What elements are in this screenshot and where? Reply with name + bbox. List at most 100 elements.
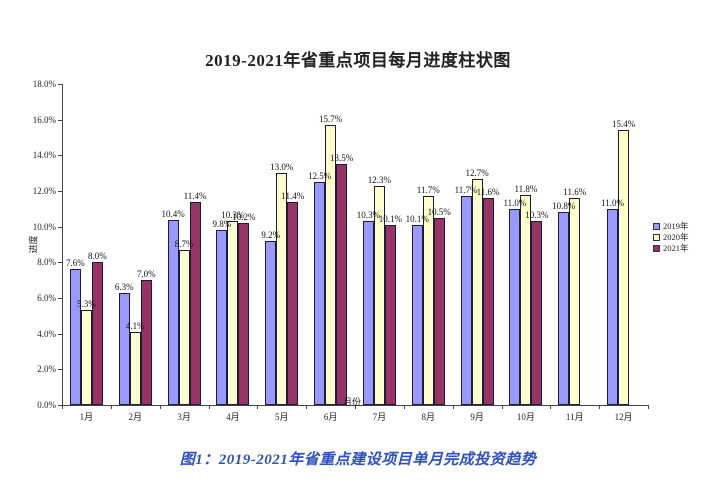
value-label: 10.2%: [232, 212, 256, 223]
value-label: 10.1%: [378, 213, 403, 224]
bar-2020年-10月: [520, 194, 532, 405]
bar-2020年-6月: [325, 125, 337, 405]
figure-caption: 图1：2019-2021年省重点建设项目单月完成投资趋势: [179, 452, 537, 468]
chart-title: 2019-2021年省重点项目每月进度柱状图: [205, 51, 511, 70]
legend-label: 2019年: [663, 221, 689, 231]
value-label: 10.4%: [161, 208, 185, 219]
value-label: 11.8%: [514, 183, 538, 194]
bar-2019年-9月: [460, 196, 472, 405]
bar-2021年-5月: [287, 201, 299, 405]
y-tick-mark: [58, 262, 62, 264]
bar-2020年-7月: [373, 185, 385, 405]
bar-2020年-12月: [618, 130, 630, 405]
value-label: 11.0%: [503, 197, 527, 208]
legend-swatch: [653, 244, 660, 252]
value-label: 13.5%: [329, 153, 354, 164]
value-label: 10.3%: [525, 210, 549, 221]
bar-2021年-6月: [336, 164, 348, 405]
bar-2019年-4月: [216, 230, 228, 405]
x-tick-label: 7月: [372, 412, 387, 422]
value-label: 11.6%: [563, 187, 587, 198]
value-label: 9.2%: [261, 229, 281, 240]
value-label: 11.4%: [183, 190, 207, 201]
x-tick-mark: [62, 406, 63, 409]
x-tick-mark: [110, 406, 112, 409]
value-label: 7.0%: [136, 269, 156, 280]
y-tick-label: 12.0%: [32, 186, 56, 196]
x-tick-mark: [403, 406, 405, 409]
y-tick-mark: [58, 226, 62, 228]
y-tick-mark: [58, 369, 62, 371]
x-tick-label: 8月: [421, 412, 435, 422]
value-label: 9.8%: [212, 219, 232, 230]
bar-2021年-8月: [433, 217, 445, 405]
bar-2021年-9月: [482, 198, 494, 405]
y-tick-label: 8.0%: [37, 257, 56, 268]
bar-2019年-2月: [118, 292, 130, 405]
legend-swatch: [653, 233, 660, 241]
legend-item: 2020年: [653, 232, 689, 242]
value-label: 15.7%: [318, 114, 343, 125]
x-tick-label: 11月: [565, 412, 584, 422]
bar-2019年-6月: [314, 182, 326, 405]
value-label: 11.4%: [281, 190, 305, 201]
legend: 2019年 2020年 2021年: [653, 221, 689, 254]
legend-item: 2021年: [653, 243, 689, 253]
bar-2019年-5月: [265, 240, 277, 405]
bar-2020年-1月: [80, 310, 92, 405]
bar-2020年-3月: [178, 249, 190, 405]
x-tick-mark: [257, 406, 259, 409]
value-label: 12.5%: [307, 171, 332, 182]
x-tick-mark: [159, 406, 161, 409]
value-label: 8.0%: [88, 251, 107, 262]
y-tick-mark: [58, 191, 62, 192]
value-label: 13.0%: [270, 162, 294, 173]
bar-2021年-7月: [384, 224, 396, 405]
x-tick-mark: [355, 406, 356, 409]
x-tick-label: 3月: [177, 412, 191, 422]
value-label: 10.8%: [552, 201, 576, 212]
bar-2019年-10月: [509, 208, 521, 405]
y-tick-mark: [58, 298, 62, 299]
bar-2020年-11月: [569, 198, 581, 405]
y-tick-label: 4.0%: [37, 328, 56, 339]
x-tick-label: 5月: [274, 412, 289, 422]
y-tick-label: 2.0%: [37, 364, 56, 375]
y-tick-label: 6.0%: [37, 293, 56, 303]
legend-label: 2021年: [663, 243, 689, 253]
y-tick-mark: [58, 333, 62, 335]
x-tick-label: 4月: [226, 412, 240, 422]
y-tick-label: 16.0%: [32, 114, 56, 125]
bar-2020年-4月: [227, 221, 239, 405]
value-label: 8.7%: [174, 238, 194, 249]
bar-2020年-8月: [422, 196, 434, 405]
x-tick-label: 1月: [79, 412, 94, 422]
y-tick-mark: [58, 405, 62, 406]
value-label: 12.7%: [465, 167, 489, 178]
x-axis-title: 月份: [343, 397, 362, 407]
y-tick-label: 10.0%: [32, 221, 56, 232]
y-tick-mark: [58, 119, 62, 121]
value-label: 7.6%: [66, 258, 85, 269]
bar-2021年-3月: [189, 201, 201, 405]
x-tick-mark: [550, 406, 552, 409]
bar-2021年-4月: [238, 223, 250, 405]
value-label: 4.1%: [125, 320, 145, 331]
x-tick-mark: [452, 406, 454, 409]
bar-2020年-9月: [471, 178, 483, 405]
bar-2019年-3月: [167, 219, 179, 405]
bar-2021年-2月: [140, 280, 152, 405]
bar-2019年-12月: [607, 208, 619, 405]
bar-2019年-11月: [558, 212, 570, 405]
value-label: 11.6%: [476, 187, 500, 198]
value-label: 10.3%: [221, 210, 245, 221]
bar-2020年-2月: [129, 331, 141, 405]
value-label: 11.7%: [454, 185, 478, 196]
value-label: 12.3%: [367, 174, 392, 185]
value-label: 11.7%: [416, 185, 440, 196]
bar-2019年-8月: [411, 224, 423, 405]
x-tick-mark: [648, 406, 649, 409]
x-tick-label: 10月: [516, 412, 535, 422]
y-tick-label: 0.0%: [37, 400, 56, 410]
